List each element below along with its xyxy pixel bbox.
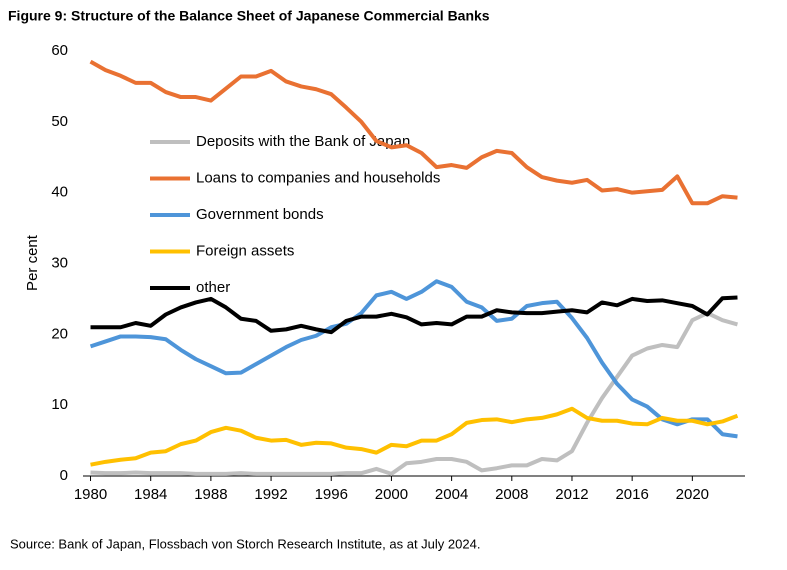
x-tick-label: 2004 [435, 486, 468, 503]
x-tick-label: 2020 [676, 486, 709, 503]
y-tick-label: 50 [51, 113, 68, 130]
x-tick-label: 2012 [555, 486, 588, 503]
y-tick-label: 10 [51, 396, 68, 413]
x-tick-label: 1988 [194, 486, 227, 503]
legend-label: Deposits with the Bank of Japan [196, 133, 410, 150]
series-line [89, 279, 738, 439]
x-tick-label: 2008 [495, 486, 528, 503]
legend-label: Government bonds [196, 206, 324, 223]
series-line [89, 59, 738, 206]
y-tick-label: 40 [51, 184, 68, 201]
x-tick-label: 1992 [254, 486, 287, 503]
legend-label: Loans to companies and households [196, 169, 440, 186]
series-line [90, 406, 739, 467]
x-tick-label: 1980 [74, 486, 107, 503]
x-tick-label: 1984 [134, 486, 167, 503]
source: Source: Bank of Japan, Flossbach von Sto… [10, 536, 480, 551]
y-tick-label: 30 [51, 254, 68, 271]
x-tick-label: 2016 [615, 486, 648, 503]
x-tick-label: 2000 [375, 486, 408, 503]
legend-label: other [196, 279, 230, 296]
y-tick-label: 20 [51, 325, 68, 342]
y-tick-label: 60 [51, 42, 68, 59]
y-tick-label: 0 [60, 467, 68, 484]
legend-label: Foreign assets [196, 242, 294, 259]
series-line [90, 311, 739, 476]
y-axis-label: Per cent [24, 234, 41, 291]
x-tick-label: 1996 [315, 486, 348, 503]
series-line [90, 295, 738, 335]
chart-title: Figure 9: Structure of the Balance Sheet… [8, 8, 490, 24]
